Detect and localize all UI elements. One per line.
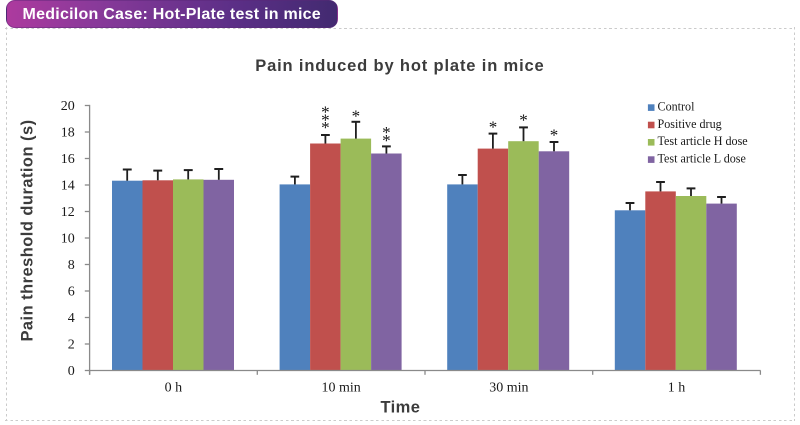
svg-text:4: 4: [68, 311, 75, 326]
svg-text:*: *: [519, 111, 528, 130]
svg-text:20: 20: [61, 99, 75, 114]
svg-text:0 h: 0 h: [165, 380, 183, 395]
svg-text:1 h: 1 h: [668, 380, 686, 395]
svg-text:*: *: [382, 123, 391, 142]
svg-text:16: 16: [61, 152, 75, 167]
svg-text:Pain induced by hot plate in m: Pain induced by hot plate in mice: [255, 57, 544, 75]
svg-text:0: 0: [68, 364, 75, 379]
svg-text:14: 14: [61, 179, 75, 194]
svg-text:2: 2: [68, 338, 75, 353]
svg-text:6: 6: [68, 285, 75, 300]
svg-text:*: *: [489, 118, 498, 137]
svg-text:Control: Control: [658, 100, 696, 114]
svg-text:*: *: [352, 107, 361, 126]
svg-text:Pain threshold duration (s): Pain threshold duration (s): [19, 119, 37, 341]
svg-text:*: *: [550, 126, 559, 145]
svg-text:12: 12: [61, 205, 75, 220]
svg-text:8: 8: [68, 258, 75, 273]
svg-text:10: 10: [61, 232, 75, 247]
svg-text:*: *: [321, 110, 330, 129]
svg-text:*: *: [382, 131, 391, 150]
svg-text:10 min: 10 min: [321, 380, 360, 395]
svg-text:Test article H dose: Test article H dose: [658, 134, 748, 148]
svg-text:Test article L dose: Test article L dose: [658, 152, 746, 166]
svg-text:Positive drug: Positive drug: [658, 117, 722, 131]
svg-text:30 min: 30 min: [489, 380, 528, 395]
svg-text:Time: Time: [380, 398, 420, 416]
svg-text:*: *: [321, 118, 330, 137]
svg-text:*: *: [321, 102, 330, 121]
svg-text:18: 18: [61, 126, 75, 141]
